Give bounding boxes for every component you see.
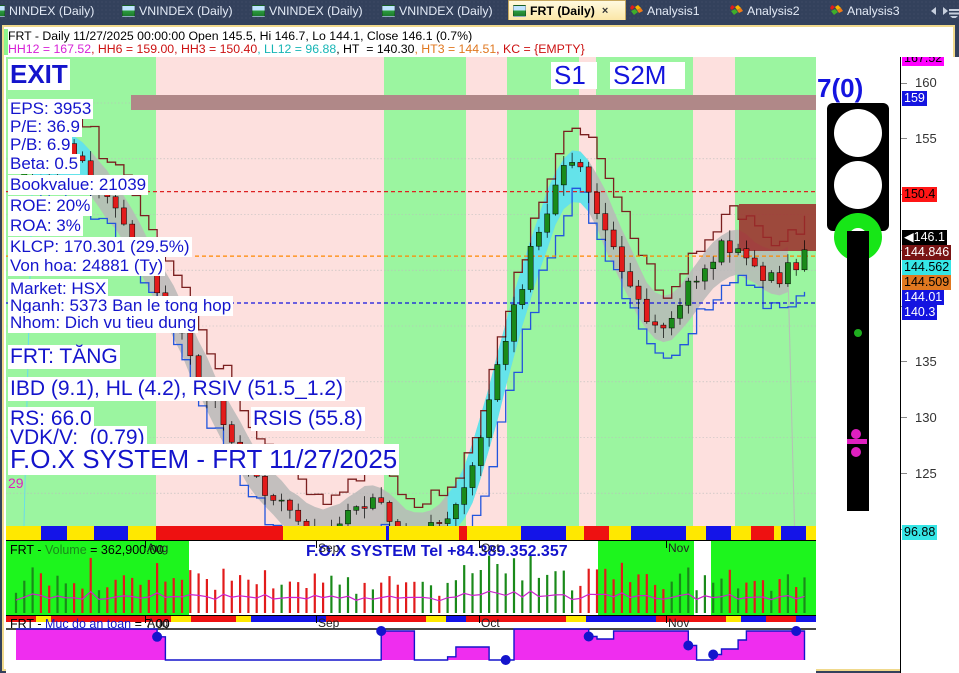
svg-text:S2M: S2M [613, 60, 666, 90]
svg-text:S1: S1 [554, 60, 586, 90]
